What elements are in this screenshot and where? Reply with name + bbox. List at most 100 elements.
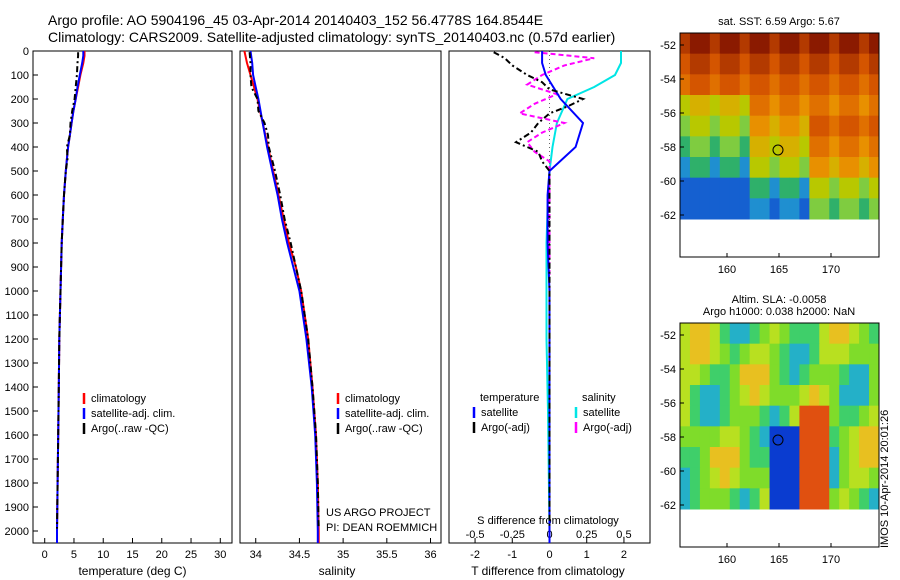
map-grid-cell bbox=[709, 426, 721, 448]
map-grid-cell bbox=[779, 385, 790, 407]
map-grid-cell bbox=[680, 447, 691, 469]
map-grid-cell bbox=[839, 447, 850, 469]
map-grid-cell bbox=[709, 115, 721, 137]
map-grid-cell bbox=[749, 343, 761, 365]
map-grid-cell bbox=[709, 343, 721, 365]
map-grid-cell bbox=[819, 198, 830, 220]
map-grid-cell bbox=[779, 33, 790, 55]
credit-project: US ARGO PROJECT bbox=[326, 507, 431, 519]
depth-tick-label: 1100 bbox=[5, 310, 29, 322]
map-grid-cell bbox=[829, 467, 840, 489]
temperature-difference-axis-xtick-label: 2 bbox=[621, 549, 627, 561]
map-grid-cell bbox=[789, 157, 800, 179]
map-grid-cell bbox=[869, 488, 880, 510]
depth-tick-label: 300 bbox=[11, 118, 29, 130]
map-grid-cell bbox=[689, 177, 701, 199]
sst-map-title: sat. SST: 6.59 Argo: 5.67 bbox=[718, 16, 840, 28]
map-grid-cell bbox=[709, 33, 721, 55]
map-grid-cell bbox=[839, 198, 850, 220]
map-grid-cell bbox=[749, 53, 761, 75]
map-grid-cell bbox=[789, 488, 800, 510]
map-grid-cell bbox=[759, 447, 771, 469]
map-grid-cell bbox=[859, 385, 870, 407]
map-grid-cell bbox=[680, 74, 691, 96]
map-grid-cell bbox=[829, 364, 840, 386]
map-grid-cell bbox=[759, 157, 771, 179]
salinity-axis-xtick-label: 34 bbox=[250, 549, 262, 561]
salinity-panel-frame bbox=[239, 50, 442, 544]
map-lat-tick-label: -52 bbox=[660, 40, 676, 52]
map-grid-cell bbox=[829, 405, 840, 427]
map-grid-cell bbox=[680, 198, 691, 220]
map-grid-cell bbox=[689, 323, 701, 345]
map-grid-cell bbox=[769, 405, 780, 427]
depth-tick-label: 1600 bbox=[5, 430, 29, 442]
map-grid-cell bbox=[869, 74, 880, 96]
map-grid-cell bbox=[709, 447, 721, 469]
map-grid-cell bbox=[689, 136, 701, 158]
map-grid-cell bbox=[749, 426, 761, 448]
map-grid-cell bbox=[839, 53, 850, 75]
map-lat-tick-label: -60 bbox=[660, 466, 676, 478]
map-grid-cell bbox=[729, 74, 741, 96]
map-grid-cell bbox=[839, 488, 850, 510]
map-grid-cell bbox=[699, 115, 711, 137]
map-grid-cell bbox=[779, 426, 790, 448]
map-grid-cell bbox=[819, 385, 830, 407]
map-grid-cell bbox=[859, 343, 870, 365]
map-grid-cell bbox=[689, 53, 701, 75]
map-lat-tick-label: -62 bbox=[660, 500, 676, 512]
map-grid-cell bbox=[819, 115, 830, 137]
map-grid-cell bbox=[739, 53, 751, 75]
map-grid-cell bbox=[809, 323, 820, 345]
map-grid-cell bbox=[819, 426, 830, 448]
temperature-xlabel: temperature (deg C) bbox=[78, 564, 186, 578]
map-grid-cell bbox=[789, 74, 800, 96]
map-grid-cell bbox=[739, 136, 751, 158]
map-grid-cell bbox=[689, 447, 701, 469]
map-grid-cell bbox=[819, 136, 830, 158]
map-grid-cell bbox=[749, 385, 761, 407]
map-grid-cell bbox=[859, 33, 870, 55]
map-grid-cell bbox=[869, 426, 880, 448]
map-grid-cell bbox=[689, 74, 701, 96]
map-grid-cell bbox=[759, 136, 771, 158]
depth-tick-label: 2000 bbox=[5, 526, 29, 538]
map-grid-cell bbox=[769, 198, 780, 220]
depth-tick-label: 1500 bbox=[5, 406, 29, 418]
salinity-axis-xtick-label: 35 bbox=[337, 549, 349, 561]
map-grid-cell bbox=[789, 364, 800, 386]
map-grid-cell bbox=[769, 467, 780, 489]
map-lon-tick-label: 165 bbox=[770, 264, 788, 276]
map-grid-cell bbox=[680, 488, 691, 510]
map-grid-cell bbox=[779, 198, 790, 220]
map-grid-cell bbox=[809, 95, 820, 117]
map-grid-cell bbox=[699, 426, 711, 448]
map-grid-cell bbox=[809, 115, 820, 137]
map-grid-cell bbox=[799, 467, 810, 489]
map-grid-cell bbox=[819, 405, 830, 427]
temperature-argo-diff-line bbox=[493, 51, 586, 529]
temperature-axis-xtick-label: 20 bbox=[156, 549, 168, 561]
map-grid-cell bbox=[729, 95, 741, 117]
temperature-difference-axis-xtick-label: -1 bbox=[507, 549, 517, 561]
map-grid-cell bbox=[779, 343, 790, 365]
map-grid-cell bbox=[779, 364, 790, 386]
map-grid-cell bbox=[719, 385, 731, 407]
map-grid-cell bbox=[759, 364, 771, 386]
map-grid-cell bbox=[729, 53, 741, 75]
temperature-axis-xtick-label: 0 bbox=[42, 549, 48, 561]
map-grid-cell bbox=[699, 198, 711, 220]
map-grid-cell bbox=[759, 95, 771, 117]
map-grid-cell bbox=[769, 426, 780, 448]
map-grid-cell bbox=[729, 488, 741, 510]
map-grid-cell bbox=[729, 33, 741, 55]
map-grid-cell bbox=[709, 136, 721, 158]
map-grid-cell bbox=[709, 74, 721, 96]
temperature-difference-axis-xtick-label: 0 bbox=[546, 549, 552, 561]
map-grid-cell bbox=[779, 95, 790, 117]
temperature-axis-xtick-label: 10 bbox=[97, 549, 109, 561]
map-grid-cell bbox=[839, 177, 850, 199]
map-grid-cell bbox=[759, 115, 771, 137]
map-grid-cell bbox=[749, 177, 761, 199]
